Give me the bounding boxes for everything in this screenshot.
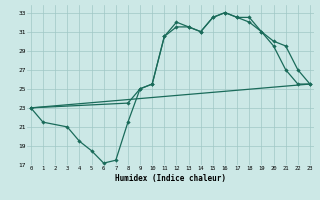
X-axis label: Humidex (Indice chaleur): Humidex (Indice chaleur) bbox=[115, 174, 226, 183]
